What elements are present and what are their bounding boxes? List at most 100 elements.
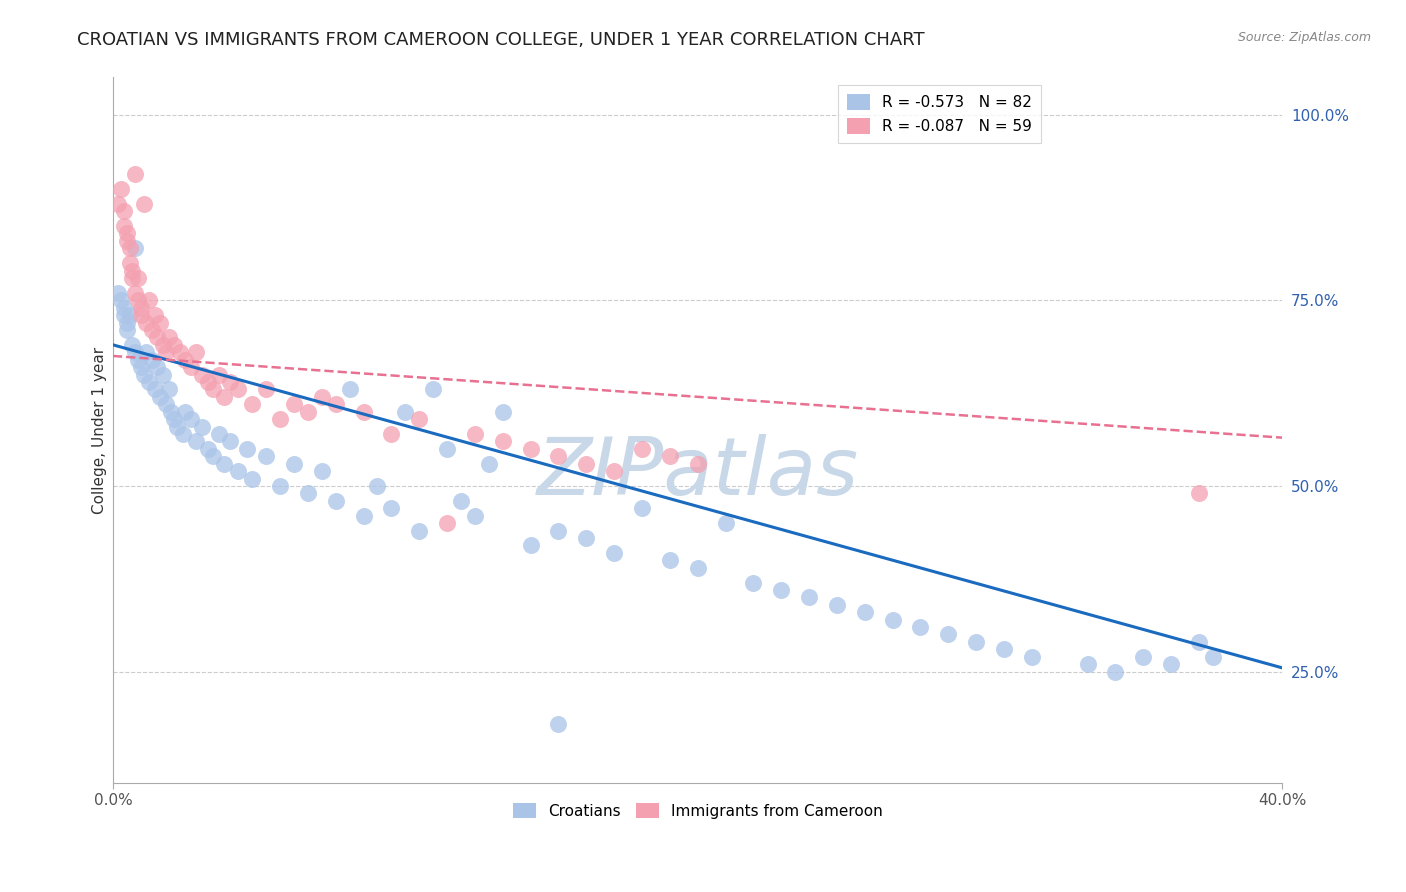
- Point: [214, 390, 236, 404]
- Text: Source: ZipAtlas.com: Source: ZipAtlas.com: [1237, 31, 1371, 45]
- Point: [124, 167, 146, 181]
- Point: [394, 405, 416, 419]
- Point: [152, 338, 174, 352]
- Point: [138, 375, 160, 389]
- Point: [112, 301, 135, 315]
- Point: [191, 419, 214, 434]
- Point: [770, 582, 793, 597]
- Point: [166, 419, 188, 434]
- Point: [1188, 486, 1211, 500]
- Point: [107, 196, 129, 211]
- Point: [186, 345, 208, 359]
- Point: [1104, 665, 1126, 679]
- Point: [127, 293, 149, 308]
- Point: [686, 457, 709, 471]
- Point: [422, 383, 444, 397]
- Point: [135, 316, 157, 330]
- Point: [174, 405, 197, 419]
- Point: [311, 464, 333, 478]
- Point: [436, 442, 458, 456]
- Point: [492, 405, 515, 419]
- Point: [853, 605, 876, 619]
- Point: [686, 560, 709, 574]
- Point: [603, 546, 626, 560]
- Point: [742, 575, 765, 590]
- Point: [129, 301, 152, 315]
- Point: [825, 598, 848, 612]
- Point: [882, 613, 904, 627]
- Point: [1077, 657, 1099, 672]
- Text: CROATIAN VS IMMIGRANTS FROM CAMEROON COLLEGE, UNDER 1 YEAR CORRELATION CHART: CROATIAN VS IMMIGRANTS FROM CAMEROON COL…: [77, 31, 925, 49]
- Point: [1188, 635, 1211, 649]
- Point: [269, 479, 291, 493]
- Point: [129, 360, 152, 375]
- Point: [575, 531, 598, 545]
- Point: [160, 405, 183, 419]
- Point: [174, 352, 197, 367]
- Point: [202, 449, 225, 463]
- Point: [143, 383, 166, 397]
- Point: [297, 486, 319, 500]
- Point: [127, 271, 149, 285]
- Point: [380, 501, 402, 516]
- Point: [132, 368, 155, 382]
- Point: [311, 390, 333, 404]
- Point: [163, 412, 186, 426]
- Point: [208, 368, 231, 382]
- Point: [235, 442, 257, 456]
- Point: [169, 345, 191, 359]
- Point: [519, 442, 541, 456]
- Point: [240, 471, 263, 485]
- Point: [155, 345, 177, 359]
- Point: [547, 716, 569, 731]
- Point: [157, 330, 180, 344]
- Point: [115, 323, 138, 337]
- Point: [993, 642, 1015, 657]
- Point: [910, 620, 932, 634]
- Point: [112, 308, 135, 322]
- Point: [603, 464, 626, 478]
- Point: [408, 412, 430, 426]
- Point: [135, 345, 157, 359]
- Point: [112, 204, 135, 219]
- Point: [408, 524, 430, 538]
- Point: [631, 442, 654, 456]
- Point: [218, 434, 240, 449]
- Point: [797, 591, 820, 605]
- Point: [191, 368, 214, 382]
- Point: [658, 449, 681, 463]
- Point: [218, 375, 240, 389]
- Point: [283, 397, 305, 411]
- Point: [124, 241, 146, 255]
- Point: [353, 405, 375, 419]
- Point: [124, 285, 146, 300]
- Point: [269, 412, 291, 426]
- Point: [121, 271, 143, 285]
- Point: [1160, 657, 1182, 672]
- Point: [107, 285, 129, 300]
- Point: [492, 434, 515, 449]
- Point: [1202, 649, 1225, 664]
- Y-axis label: College, Under 1 year: College, Under 1 year: [93, 347, 107, 514]
- Point: [547, 449, 569, 463]
- Point: [152, 368, 174, 382]
- Point: [1021, 649, 1043, 664]
- Point: [436, 516, 458, 530]
- Point: [118, 241, 141, 255]
- Point: [115, 234, 138, 248]
- Point: [146, 360, 169, 375]
- Point: [339, 383, 361, 397]
- Point: [127, 352, 149, 367]
- Point: [143, 308, 166, 322]
- Point: [1132, 649, 1154, 664]
- Point: [464, 426, 486, 441]
- Point: [141, 352, 163, 367]
- Point: [353, 508, 375, 523]
- Point: [149, 316, 172, 330]
- Point: [254, 383, 277, 397]
- Point: [129, 308, 152, 322]
- Point: [464, 508, 486, 523]
- Point: [197, 442, 219, 456]
- Point: [155, 397, 177, 411]
- Point: [202, 383, 225, 397]
